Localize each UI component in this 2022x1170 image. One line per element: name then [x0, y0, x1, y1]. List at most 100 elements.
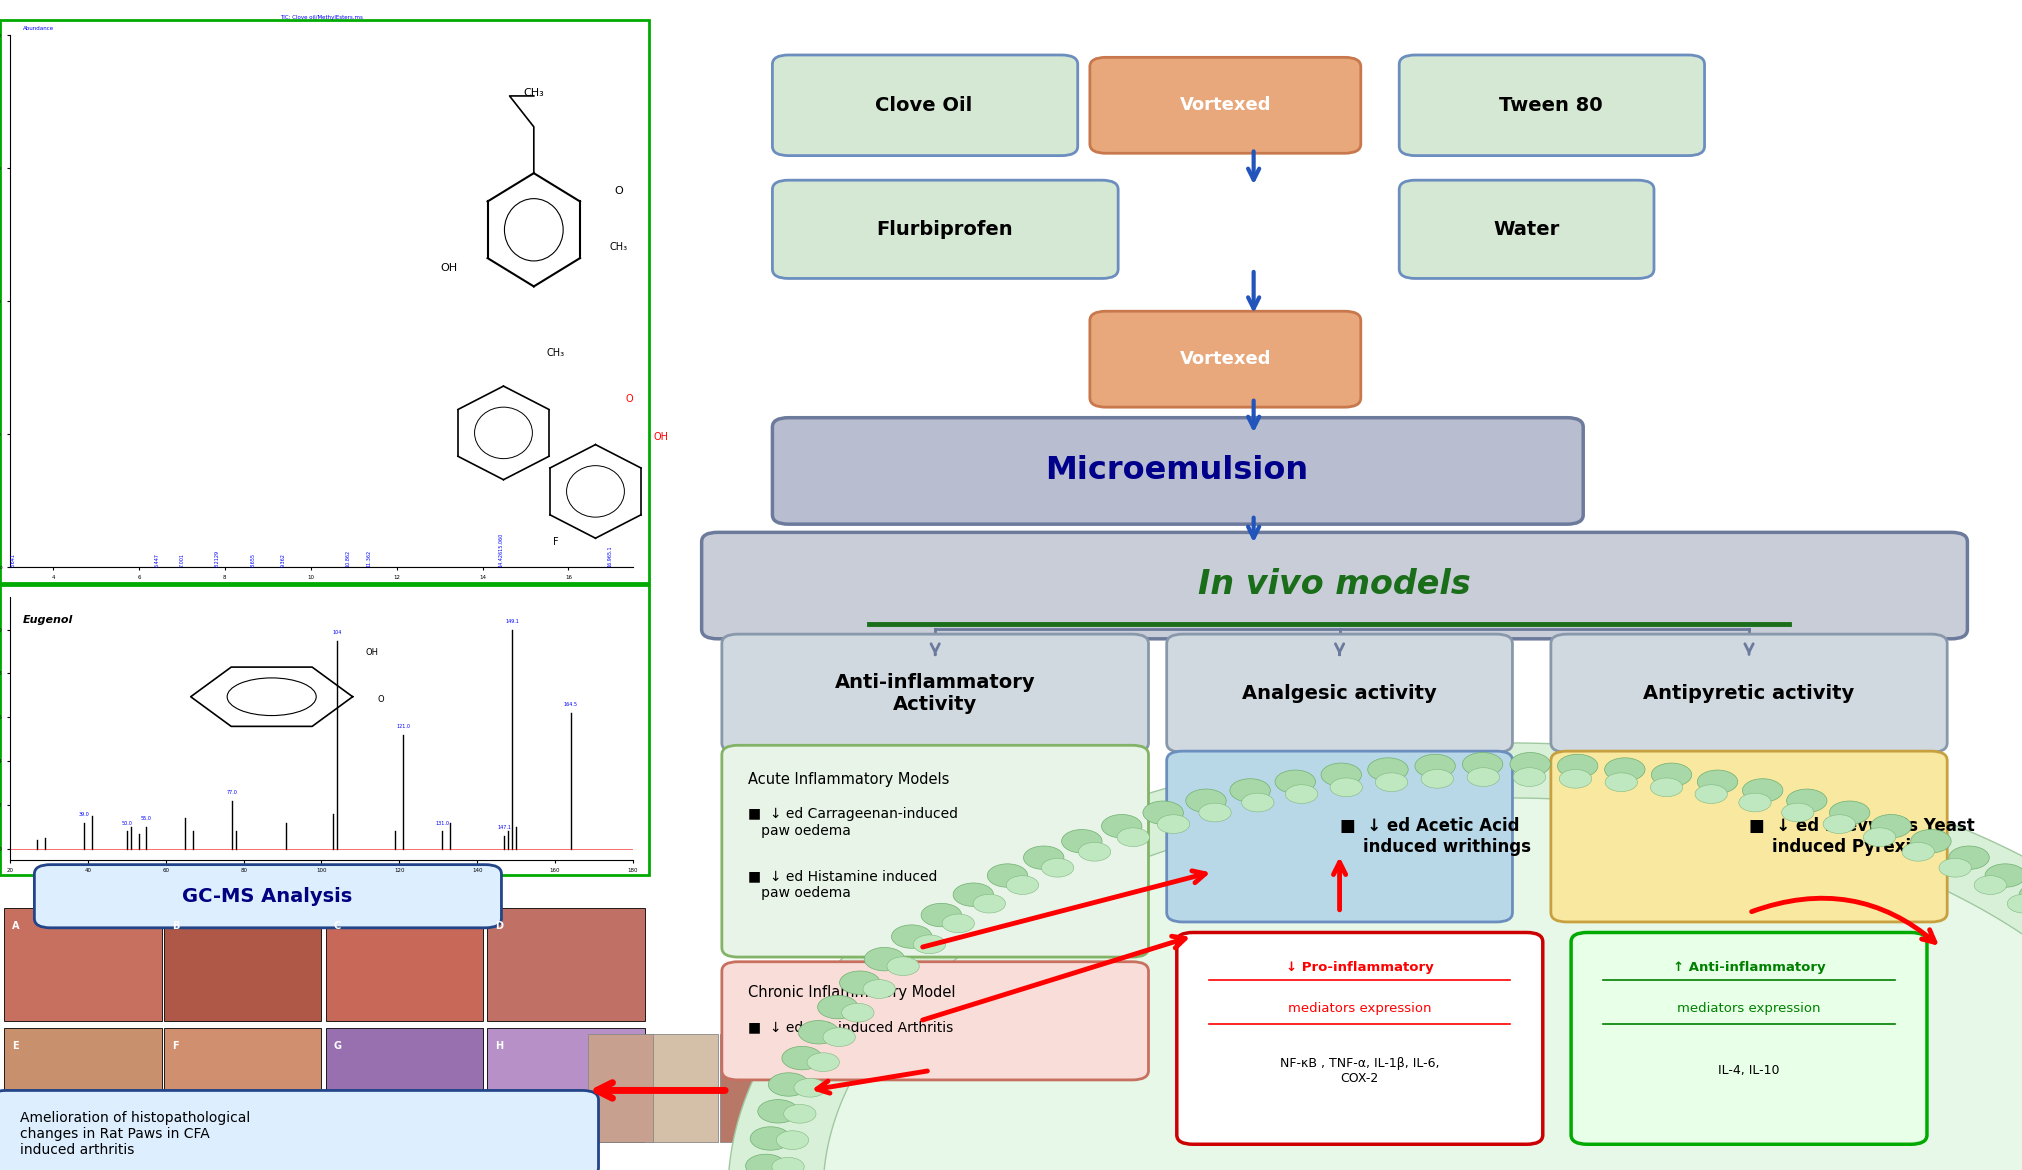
Circle shape: [750, 1127, 791, 1150]
Circle shape: [1462, 752, 1502, 776]
FancyBboxPatch shape: [649, 1034, 718, 1142]
Circle shape: [863, 979, 896, 998]
FancyBboxPatch shape: [702, 532, 1967, 639]
Text: O: O: [627, 394, 633, 405]
Text: Vortexed: Vortexed: [1179, 350, 1272, 369]
Circle shape: [1986, 863, 2022, 887]
Text: 16.965.1: 16.965.1: [609, 546, 613, 567]
Circle shape: [1062, 830, 1102, 853]
Circle shape: [1787, 789, 1828, 812]
Circle shape: [1375, 773, 1407, 792]
Circle shape: [1824, 814, 1856, 833]
Circle shape: [2008, 894, 2022, 913]
Circle shape: [942, 914, 975, 932]
Circle shape: [2020, 883, 2022, 907]
Text: Vortexed: Vortexed: [1179, 96, 1272, 115]
Circle shape: [817, 996, 857, 1019]
FancyBboxPatch shape: [0, 20, 649, 583]
FancyBboxPatch shape: [34, 865, 501, 928]
Text: 8.2129: 8.2129: [214, 550, 220, 567]
Text: CH₃: CH₃: [611, 242, 627, 253]
Circle shape: [1199, 803, 1231, 821]
Text: ↓ Pro-inflammatory: ↓ Pro-inflammatory: [1286, 961, 1434, 975]
Circle shape: [1142, 801, 1183, 825]
Text: In vivo models: In vivo models: [1199, 569, 1470, 601]
Text: G: G: [334, 1041, 342, 1052]
Circle shape: [1330, 778, 1363, 797]
Circle shape: [776, 1130, 809, 1149]
Circle shape: [987, 863, 1027, 887]
Text: GC-MS Analysis: GC-MS Analysis: [182, 887, 352, 906]
Text: 104: 104: [332, 629, 342, 635]
Circle shape: [1242, 793, 1274, 812]
Text: ↑ Anti-inflammatory: ↑ Anti-inflammatory: [1672, 961, 1826, 975]
FancyBboxPatch shape: [164, 1028, 321, 1142]
Circle shape: [1605, 773, 1638, 792]
Text: Eugenol: Eugenol: [22, 615, 73, 625]
Circle shape: [1559, 770, 1591, 789]
Circle shape: [1739, 793, 1771, 812]
FancyBboxPatch shape: [164, 908, 321, 1021]
FancyBboxPatch shape: [1571, 932, 1927, 1144]
Circle shape: [888, 957, 920, 976]
FancyBboxPatch shape: [0, 1090, 599, 1170]
Circle shape: [1510, 752, 1551, 776]
Circle shape: [841, 1004, 874, 1023]
Circle shape: [795, 1079, 827, 1097]
Circle shape: [1781, 803, 1814, 821]
Circle shape: [1903, 842, 1935, 861]
Text: Antipyretic activity: Antipyretic activity: [1644, 684, 1854, 703]
Text: mediators expression: mediators expression: [1288, 1002, 1432, 1016]
Circle shape: [1229, 779, 1270, 803]
FancyBboxPatch shape: [1177, 932, 1543, 1144]
Circle shape: [1743, 779, 1783, 803]
Text: 77.0: 77.0: [226, 790, 237, 796]
Circle shape: [746, 1154, 787, 1170]
FancyBboxPatch shape: [722, 962, 1148, 1080]
Text: 3.641: 3.641: [10, 553, 16, 567]
FancyBboxPatch shape: [1399, 180, 1654, 278]
FancyBboxPatch shape: [772, 180, 1118, 278]
Text: 9.362: 9.362: [281, 553, 285, 567]
Circle shape: [1973, 875, 2006, 894]
Circle shape: [1041, 859, 1074, 878]
Text: Flurbiprofen: Flurbiprofen: [876, 220, 1013, 239]
Circle shape: [1078, 842, 1110, 861]
Text: 164.5: 164.5: [564, 702, 578, 708]
Text: A: A: [12, 921, 20, 931]
Text: 121.0: 121.0: [396, 724, 410, 729]
FancyBboxPatch shape: [720, 1034, 795, 1142]
Text: 10.862: 10.862: [346, 550, 350, 567]
Circle shape: [892, 924, 932, 948]
Text: Anti-inflammatory
Activity: Anti-inflammatory Activity: [835, 673, 1035, 715]
Circle shape: [758, 1100, 799, 1123]
Circle shape: [1102, 814, 1142, 838]
Circle shape: [914, 935, 946, 954]
Text: 14.42615.060: 14.42615.060: [497, 534, 503, 567]
FancyBboxPatch shape: [4, 1028, 162, 1142]
Text: 147.1: 147.1: [497, 825, 512, 831]
Text: ■  ↓ ed Acetic Acid
    induced writhings: ■ ↓ ed Acetic Acid induced writhings: [1339, 817, 1531, 856]
Circle shape: [1415, 755, 1456, 778]
Text: CH₃: CH₃: [524, 88, 544, 98]
Circle shape: [1185, 789, 1225, 812]
Circle shape: [1116, 828, 1148, 847]
Text: 7.001: 7.001: [180, 553, 184, 567]
Circle shape: [1468, 768, 1500, 786]
Text: Amelioration of histopathological
changes in Rat Paws in CFA
induced arthritis: Amelioration of histopathological change…: [20, 1110, 251, 1157]
Circle shape: [1157, 814, 1189, 833]
Circle shape: [1276, 770, 1316, 793]
FancyBboxPatch shape: [1090, 311, 1361, 407]
Circle shape: [1007, 875, 1039, 894]
Text: ■  ↓ ed CFA induced Arthritis: ■ ↓ ed CFA induced Arthritis: [748, 1020, 954, 1034]
Circle shape: [1557, 755, 1597, 778]
Text: ■  ↓ ed Histamine induced
   paw oedema: ■ ↓ ed Histamine induced paw oedema: [748, 869, 938, 900]
Text: NF-κB , TNF-α, IL-1β, IL-6,
COX-2: NF-κB , TNF-α, IL-1β, IL-6, COX-2: [1280, 1057, 1440, 1085]
Circle shape: [1286, 785, 1318, 804]
Text: 11.362: 11.362: [366, 550, 372, 567]
Circle shape: [1864, 828, 1897, 847]
Text: 149.1: 149.1: [506, 619, 520, 624]
FancyBboxPatch shape: [772, 418, 1583, 524]
Circle shape: [952, 883, 993, 907]
Text: ■  ↓ ed Brevwer's Yeast
    induced Pyrexia: ■ ↓ ed Brevwer's Yeast induced Pyrexia: [1749, 817, 1975, 856]
